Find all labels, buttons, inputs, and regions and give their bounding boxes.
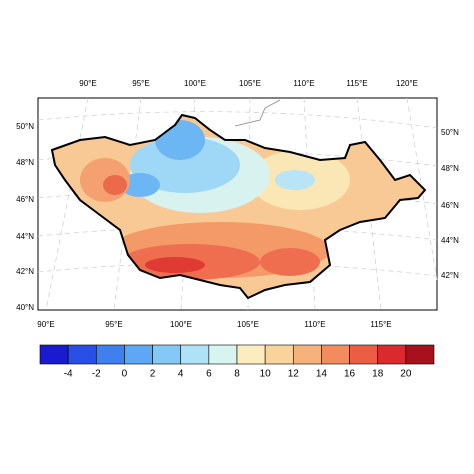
colorbar-box — [292, 344, 322, 365]
left-lat-label: 48°N — [16, 158, 34, 167]
colorbar-box — [152, 344, 182, 365]
colorbar-label: 18 — [372, 369, 384, 380]
colorbar-box — [39, 344, 69, 365]
bottom-lon-label: 95°E — [105, 320, 122, 329]
colorbar-box — [377, 344, 407, 365]
left-lat-label: 50°N — [16, 122, 34, 131]
colorbar-label: 12 — [288, 369, 300, 380]
colorbar-box — [95, 344, 125, 365]
top-lon-label: 120°E — [396, 79, 418, 88]
bottom-lon-label: 115°E — [370, 320, 391, 329]
left-lat-label: 46°N — [16, 195, 34, 204]
colorbar-label: 4 — [178, 369, 184, 380]
colorbar-label: -4 — [64, 369, 73, 380]
right-lat-label: 48°N — [441, 164, 459, 173]
top-lon-label: 110°E — [293, 79, 314, 88]
top-lon-label: 115°E — [346, 79, 367, 88]
colorbar-box — [208, 344, 238, 365]
right-lat-label: 44°N — [441, 236, 459, 245]
top-lon-label: 100°E — [184, 79, 206, 88]
bottom-lon-label: 100°E — [170, 320, 192, 329]
right-lat-label: 46°N — [441, 201, 459, 210]
left-lat-label: 42°N — [16, 267, 34, 276]
colorbar-label: 16 — [344, 369, 356, 380]
left-lat-label: 40°N — [16, 303, 34, 312]
colorbar-label: 0 — [122, 369, 128, 380]
colorbar-box — [236, 344, 266, 365]
colorbar-label: -2 — [92, 369, 101, 380]
colorbar-box — [264, 344, 294, 365]
colorbar-label: 6 — [206, 369, 212, 380]
colorbar-box — [321, 344, 350, 365]
colorbar-label: 10 — [260, 369, 272, 380]
bottom-lon-label: 110°E — [304, 320, 325, 329]
right-lat-label: 50°N — [441, 128, 459, 137]
colorbar-box — [349, 344, 379, 365]
colorbar-label: 20 — [400, 369, 412, 380]
right-lat-label: 42°N — [441, 271, 459, 280]
top-lon-label: 95°E — [132, 79, 149, 88]
colorbar-label: 8 — [234, 369, 240, 380]
bottom-lon-label: 90°E — [37, 320, 54, 329]
colorbar-box — [180, 344, 210, 365]
bottom-lon-label: 105°E — [237, 320, 259, 329]
colorbar: -4 -2 0 2 4 6 8 10 12 14 16 18 20 — [39, 344, 435, 380]
colorbar-box — [67, 344, 97, 365]
top-lon-label: 90°E — [79, 79, 96, 88]
border-line — [234, 99, 281, 127]
colorbar-box — [405, 344, 435, 365]
colorbar-label: 14 — [316, 369, 328, 380]
left-lat-label: 44°N — [16, 232, 34, 241]
colorbar-label: 2 — [150, 369, 156, 380]
colorbar-box — [124, 344, 153, 365]
top-lon-label: 105°E — [239, 79, 261, 88]
